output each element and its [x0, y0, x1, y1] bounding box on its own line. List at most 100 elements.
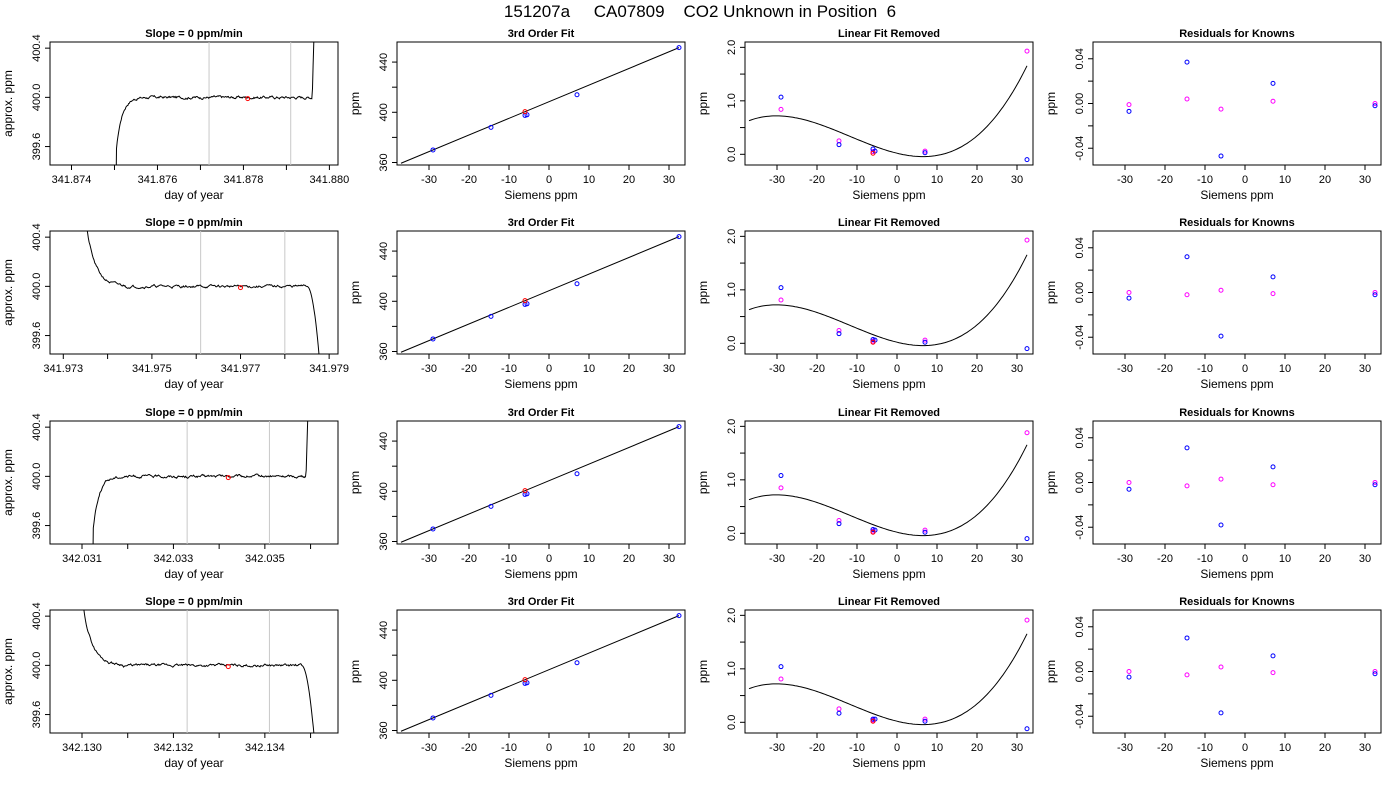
signal-trace — [115, 42, 315, 165]
standard-point — [488, 503, 494, 509]
plot-frame — [49, 41, 339, 166]
magenta-point — [1024, 430, 1030, 436]
unknown-point — [522, 677, 528, 683]
standard-point — [488, 313, 494, 319]
plot-frame — [744, 41, 1034, 166]
y-tick-label: 0.04 — [1074, 616, 1086, 637]
blue-residual-point — [1126, 295, 1132, 301]
panel-resid-row-3: Residuals for Knowns Siemens ppm ppm -30 -20… — [1044, 407, 1382, 581]
y-tick-label: 400 — [378, 103, 390, 121]
blue-point — [836, 142, 842, 148]
x-tick-label: 341.876 — [138, 174, 178, 186]
y-tick-label: 1.0 — [726, 472, 738, 487]
x-tick-label: 0 — [546, 363, 552, 375]
blue-residual-point — [1218, 710, 1224, 716]
y-tick-label: 1.0 — [726, 93, 738, 108]
x-tick-label: -30 — [769, 742, 785, 754]
panel-time-row-3: Slope = 0 ppm/min day of year approx. ppm 3… — [1, 407, 339, 581]
y-tick-label: 399.6 — [31, 512, 43, 540]
unknown-point — [522, 298, 528, 304]
signal-trace — [86, 231, 320, 354]
x-tick-label: 0 — [1242, 553, 1248, 565]
x-tick-label: 10 — [1279, 363, 1291, 375]
x-tick-label: -30 — [769, 363, 785, 375]
x-tick-label: -20 — [809, 742, 825, 754]
x-tick-label: 30 — [663, 174, 675, 186]
x-axis-label: Siemens ppm — [852, 188, 925, 202]
x-tick-label: -30 — [769, 553, 785, 565]
y-tick-label: -0.04 — [1074, 704, 1086, 729]
plot-area — [1126, 254, 1378, 339]
magenta-residual-point — [1126, 102, 1132, 108]
x-tick-label: 10 — [1279, 174, 1291, 186]
magenta-residual-point — [1218, 287, 1224, 293]
magenta-point — [778, 676, 784, 682]
panel-title: 3rd Order Fit — [508, 596, 575, 608]
magenta-point — [1024, 48, 1030, 54]
x-axis-label: day of year — [164, 567, 223, 581]
blue-residual-point — [1270, 274, 1276, 280]
y-tick-label: 360 — [378, 532, 390, 550]
y-axis-label: ppm — [348, 281, 362, 304]
panel-fit-row-1: 3rd Order Fit Siemens ppm ppm -30 -20 -10 0 10 2… — [348, 28, 686, 202]
plot-area — [115, 42, 315, 165]
x-tick-label: 10 — [931, 174, 943, 186]
panel-title: Slope = 0 ppm/min — [145, 28, 243, 40]
x-tick-label: -20 — [809, 174, 825, 186]
plot-frame — [1092, 420, 1382, 545]
x-tick-label: 30 — [1011, 742, 1023, 754]
y-tick-label: 400.0 — [31, 463, 43, 491]
plot-area — [400, 234, 682, 353]
x-axis-label: Siemens ppm — [504, 756, 577, 770]
y-axis-label: ppm — [696, 92, 710, 115]
fit-line — [400, 236, 680, 353]
magenta-residual-point — [1270, 670, 1276, 676]
blue-point — [922, 339, 928, 345]
standard-point — [574, 92, 580, 98]
x-tick-label: 341.878 — [224, 174, 264, 186]
magenta-residual-point — [1270, 98, 1276, 104]
blue-residual-point — [1126, 674, 1132, 680]
x-tick-label: 20 — [623, 742, 635, 754]
y-axis-label: approx. ppm — [1, 70, 15, 137]
magenta-point — [922, 527, 928, 533]
x-tick-label: 30 — [663, 363, 675, 375]
x-tick-label: 10 — [931, 742, 943, 754]
panel-title: Linear Fit Removed — [838, 217, 940, 229]
x-tick-label: -20 — [809, 363, 825, 375]
unknown-point — [870, 529, 876, 535]
x-tick-label: -30 — [769, 174, 785, 186]
blue-residual-point — [1184, 59, 1190, 65]
panel-title: Residuals for Knowns — [1179, 596, 1295, 608]
panel-title: Linear Fit Removed — [838, 596, 940, 608]
x-tick-label: -10 — [1197, 174, 1213, 186]
magenta-residual-point — [1372, 101, 1378, 106]
panel-fit-row-4: 3rd Order Fit Siemens ppm ppm -30 -20 -10 0 10 2… — [348, 596, 686, 770]
y-tick-label: 399.6 — [31, 133, 43, 161]
panel-title: Slope = 0 ppm/min — [145, 407, 243, 419]
y-tick-label: 2.0 — [726, 229, 738, 244]
panel-title: 3rd Order Fit — [508, 407, 575, 419]
standard-point — [430, 147, 436, 153]
y-tick-label: 400.0 — [31, 84, 43, 112]
x-tick-label: 341.979 — [309, 363, 349, 375]
y-tick-label: 400.4 — [31, 602, 43, 630]
x-tick-label: -10 — [1197, 553, 1213, 565]
x-tick-label: -20 — [461, 174, 477, 186]
blue-point — [778, 285, 784, 291]
x-tick-label: -30 — [1117, 174, 1133, 186]
x-tick-label: 20 — [1319, 553, 1331, 565]
blue-point — [778, 473, 784, 479]
x-tick-label: 10 — [931, 363, 943, 375]
magenta-point — [922, 716, 928, 722]
magenta-point — [1024, 617, 1030, 623]
y-tick-label: 400 — [378, 292, 390, 310]
blue-point — [778, 664, 784, 670]
x-tick-label: 342.130 — [62, 742, 102, 754]
x-tick-label: 342.132 — [154, 742, 194, 754]
y-tick-label: 0.00 — [1074, 661, 1086, 682]
sample-point — [238, 285, 244, 291]
magenta-residual-point — [1126, 669, 1132, 674]
y-axis-label: ppm — [696, 660, 710, 683]
x-axis-label: day of year — [164, 188, 223, 202]
